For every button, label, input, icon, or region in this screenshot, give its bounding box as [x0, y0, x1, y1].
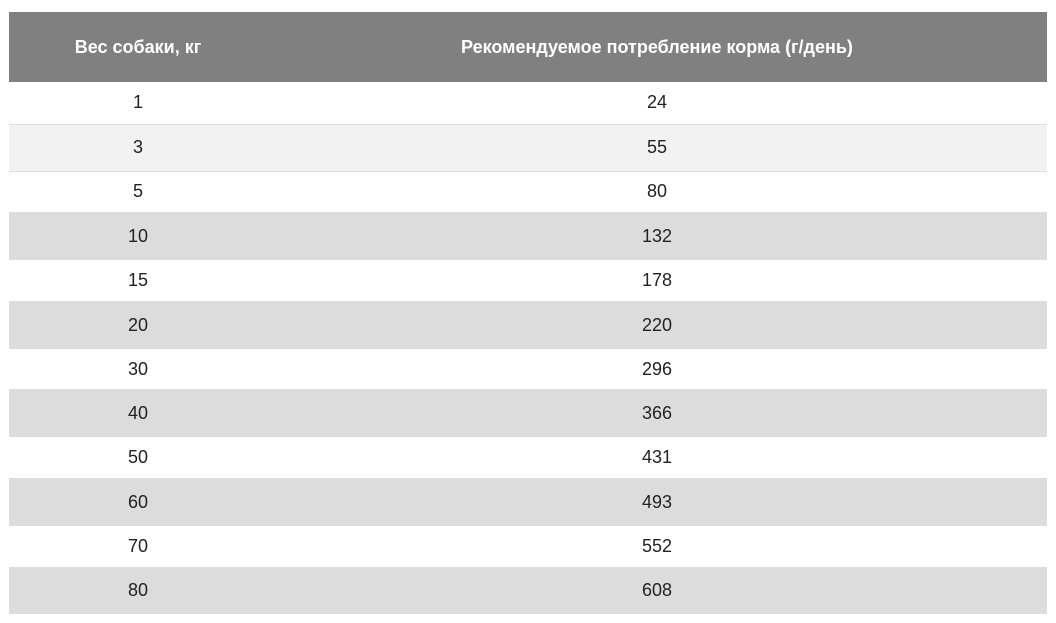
food-intake-cell: 178: [641, 270, 673, 290]
food-intake-cell: 296: [641, 358, 673, 379]
table-row: 40 366: [9, 389, 1047, 437]
table-row: 60 493: [9, 478, 1047, 526]
dog-weight-cell: 10: [127, 225, 149, 246]
table-row: 80 608: [9, 567, 1047, 614]
dog-weight-cell: 1: [132, 92, 143, 113]
dog-weight-cell: 50: [127, 447, 149, 467]
food-intake-cell: 24: [646, 92, 668, 113]
food-intake-cell: 493: [641, 491, 673, 512]
dog-weight-cell: 15: [127, 270, 149, 290]
food-intake-cell: 132: [641, 225, 673, 246]
dog-weight-cell: 40: [127, 402, 149, 423]
table-row: 1 24: [9, 82, 1047, 124]
dog-weight-cell: 20: [127, 314, 149, 335]
food-intake-cell: 431: [641, 447, 673, 467]
food-intake-cell: 220: [641, 314, 673, 335]
feeding-table: Вес собаки, кг Рекомендуемое потребление…: [9, 12, 1047, 614]
food-intake-cell: 552: [641, 536, 673, 556]
food-intake-cell: 80: [646, 181, 668, 202]
table-row: 30 296: [9, 349, 1047, 389]
food-intake-cell: 608: [641, 580, 673, 600]
table-row: 5 80: [9, 171, 1047, 212]
header-recommended-intake: Рекомендуемое потребление корма (г/день): [461, 36, 853, 57]
table-body: 1 24 3 55 5 80 10 132 15 178 20 220 30 2…: [9, 82, 1047, 614]
table-row: 3 55: [9, 124, 1047, 171]
table-row: 15 178: [9, 260, 1047, 301]
table-row: 20 220: [9, 301, 1047, 349]
dog-weight-cell: 30: [127, 358, 149, 379]
food-intake-cell: 55: [646, 137, 668, 157]
food-intake-cell: 366: [641, 402, 673, 423]
header-dog-weight: Вес собаки, кг: [74, 36, 202, 57]
table-header: Вес собаки, кг Рекомендуемое потребление…: [9, 12, 1047, 82]
dog-weight-cell: 60: [127, 491, 149, 512]
dog-weight-cell: 70: [127, 536, 149, 556]
table-row: 70 552: [9, 526, 1047, 567]
header-row: Вес собаки, кг Рекомендуемое потребление…: [9, 12, 1047, 82]
table-row: 50 431: [9, 437, 1047, 478]
table-row: 10 132: [9, 212, 1047, 260]
dog-weight-cell: 3: [132, 137, 143, 157]
dog-weight-cell: 80: [127, 580, 149, 600]
dog-weight-cell: 5: [132, 181, 143, 202]
